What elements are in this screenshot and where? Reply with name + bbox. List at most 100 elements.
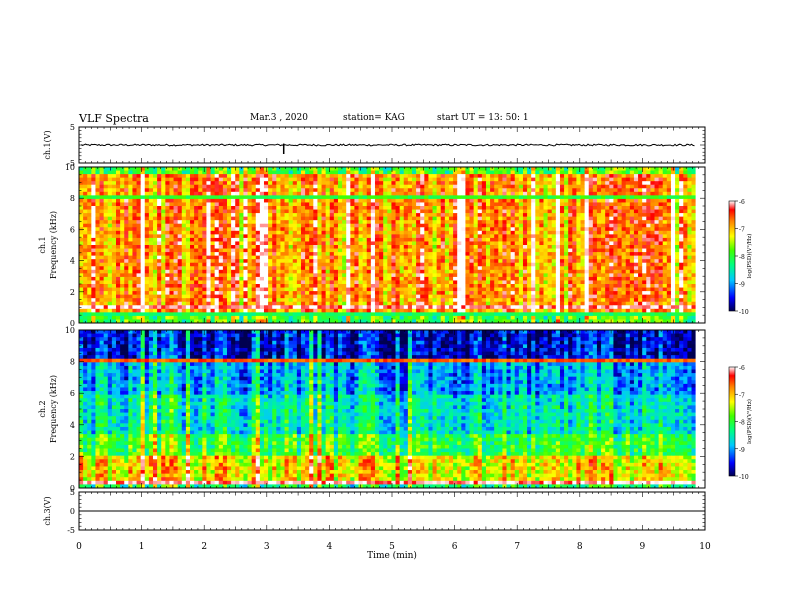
- spectrogram-cell: [194, 269, 199, 274]
- spectrogram-cell: [198, 259, 203, 264]
- spectrogram-cell: [675, 188, 680, 193]
- spectrogram-cell: [148, 216, 154, 221]
- spectrogram-cell: [177, 280, 183, 285]
- spectrogram-cell: [107, 255, 113, 260]
- spectrogram-cell: [564, 245, 569, 249]
- spectrogram-cell: [239, 284, 244, 288]
- spectrogram-cell: [551, 280, 557, 285]
- spectrogram-cell: [111, 276, 117, 281]
- spectrogram-cell: [280, 184, 285, 189]
- spectrogram-cell: [453, 220, 458, 225]
- spectrogram-cell: [300, 191, 306, 196]
- spectrogram-cell: [568, 241, 573, 246]
- spectrogram-cell: [424, 195, 429, 200]
- spectrogram-cell: [481, 280, 487, 285]
- spectrogram-cell: [670, 170, 676, 175]
- spectrogram-cell: [337, 206, 343, 210]
- spectrogram-cell: [617, 206, 623, 210]
- spectrogram-cell: [333, 206, 339, 210]
- spectrogram-cell: [477, 213, 483, 218]
- spectrogram-cell: [666, 167, 672, 171]
- spectrogram-cell: [218, 255, 224, 260]
- spectrogram-cell: [633, 280, 639, 285]
- spectrogram-cell: [473, 195, 479, 200]
- spectrogram-cell: [691, 237, 697, 242]
- spectrogram-cell: [239, 255, 244, 260]
- spectrogram-cell: [539, 170, 544, 175]
- spectrogram-cell: [354, 198, 359, 203]
- spectrogram-cell: [358, 198, 364, 203]
- spectrogram-cell: [420, 191, 425, 196]
- spectrogram-cell: [638, 269, 643, 274]
- spectrogram-cell: [111, 170, 117, 175]
- spectrogram-cell: [136, 248, 142, 253]
- spectrogram-cell: [276, 227, 281, 232]
- spectrogram-cell: [350, 188, 355, 193]
- spectrogram-cell: [198, 191, 203, 196]
- spectrogram-cell: [383, 248, 388, 253]
- spectrogram-cell: [473, 262, 479, 267]
- spectrogram-cell: [420, 252, 425, 257]
- spectrogram-cell: [502, 234, 507, 239]
- spectrogram-cell: [383, 280, 388, 285]
- spectrogram-cell: [313, 191, 318, 196]
- spectrogram-cell: [243, 177, 248, 182]
- spectrogram-cell: [428, 177, 433, 182]
- spectrogram-cell: [646, 259, 651, 264]
- spectrogram-cell: [231, 266, 236, 271]
- spectrogram-cell: [403, 252, 409, 257]
- spectrogram-cell: [543, 209, 549, 214]
- spectrogram-cell: [457, 269, 462, 274]
- spectrogram-cell: [658, 191, 664, 196]
- spectrogram-cell: [469, 191, 475, 196]
- spectrogram-cell: [87, 245, 92, 249]
- spectrogram-cell: [481, 213, 487, 218]
- spectrogram-cell: [527, 262, 532, 267]
- spectrogram-cell: [263, 237, 269, 242]
- spectrogram-cell: [329, 223, 335, 228]
- spectrogram-cell: [469, 252, 475, 257]
- spectrogram-cell: [247, 216, 253, 221]
- spectrogram-cell: [654, 248, 660, 253]
- spectrogram-cell: [231, 202, 236, 207]
- spectrogram-cell: [407, 259, 413, 264]
- spectrogram-cell: [658, 202, 664, 207]
- spectrogram-cell: [502, 206, 507, 210]
- spectrogram-cell: [675, 234, 680, 239]
- spectrogram-cell: [226, 241, 232, 246]
- spectrogram-cell: [494, 248, 499, 253]
- spectrogram-cell: [263, 220, 269, 225]
- spectrogram-cell: [333, 174, 339, 179]
- spectrogram-cell: [379, 220, 384, 225]
- spectrogram-cell: [477, 280, 483, 285]
- spectrogram-cell: [181, 262, 187, 267]
- spectrogram-cell: [177, 181, 183, 186]
- spectrogram-cell: [481, 167, 487, 171]
- spectrogram-cell: [625, 241, 631, 246]
- spectrogram-cell: [691, 206, 697, 210]
- spectrogram-cell: [148, 266, 154, 271]
- spectrogram-cell: [136, 276, 142, 281]
- spectrogram-cell: [498, 255, 503, 260]
- spectrogram-cell: [543, 245, 549, 249]
- spectrogram-cell: [444, 213, 450, 218]
- spectrogram-cell: [555, 262, 561, 267]
- spectrogram-cell: [165, 188, 170, 193]
- spectrogram-cell: [226, 177, 232, 182]
- spectrogram-cell: [601, 209, 606, 214]
- spectrogram-cell: [629, 237, 635, 242]
- spectrogram-cell: [609, 188, 614, 193]
- spectrogram-cell: [337, 227, 343, 232]
- spectrogram-cell: [169, 234, 174, 239]
- spectrogram-cell: [424, 241, 429, 246]
- spectrogram-cell: [259, 241, 265, 246]
- spectrogram-cell: [391, 234, 396, 239]
- spectrogram-cell: [440, 269, 446, 274]
- spectrogram-cell: [633, 213, 639, 218]
- spectrogram-cell: [395, 216, 401, 221]
- spectrogram-cell: [387, 259, 392, 264]
- spectrogram-cell: [403, 181, 409, 186]
- spectrogram-cell: [222, 259, 228, 264]
- spectrogram-cell: [313, 198, 318, 203]
- spectrogram-cell: [642, 234, 647, 239]
